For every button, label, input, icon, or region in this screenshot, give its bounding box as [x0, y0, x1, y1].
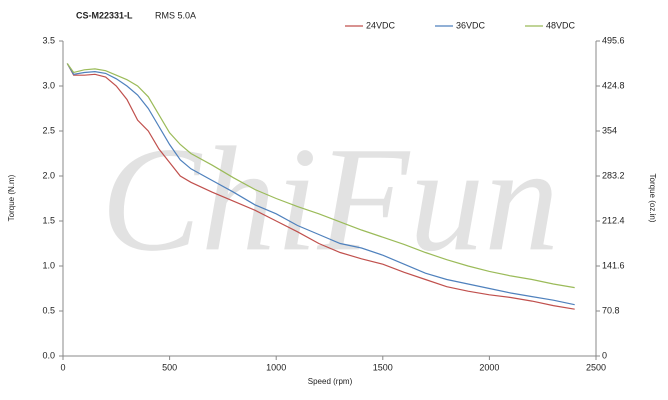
- y2-tick-label: 354: [602, 125, 617, 135]
- x-tick-label: 0: [60, 362, 65, 372]
- legend-label: 48VDC: [546, 20, 576, 30]
- y-tick-label: 3.5: [42, 35, 55, 45]
- x-tick-label: 2000: [479, 362, 499, 372]
- y-axis-title: Torque (N.m): [7, 174, 16, 221]
- y-tick-label: 2.5: [42, 125, 55, 135]
- y-tick-label: 0.0: [42, 350, 55, 360]
- y2-tick-label: 0: [602, 350, 607, 360]
- series-line: [66, 63, 575, 289]
- y2-tick-label: 495.6: [602, 35, 625, 45]
- watermark: ChiFun: [101, 116, 559, 282]
- y2-tick-label: 283.2: [602, 170, 625, 180]
- x-tick-label: 1000: [266, 362, 286, 372]
- chart-subtitle: RMS 5.0A: [155, 10, 196, 20]
- y2-tick-label: 141.6: [602, 260, 625, 270]
- x-tick-label: 2500: [586, 362, 606, 372]
- x-tick-label: 500: [162, 362, 177, 372]
- y-tick-label: 1.0: [42, 260, 55, 270]
- y-tick-label: 1.5: [42, 215, 55, 225]
- y2-tick-label: 70.8: [602, 305, 620, 315]
- y-tick-label: 0.5: [42, 305, 55, 315]
- series-line: [66, 63, 575, 306]
- x-axis-title: Speed (rpm): [308, 377, 353, 386]
- chart-title: CS-M22331-L: [76, 10, 133, 20]
- legend-label: 36VDC: [456, 20, 486, 30]
- y-tick-label: 2.0: [42, 170, 55, 180]
- legend-label: 24VDC: [366, 20, 396, 30]
- y2-tick-label: 424.8: [602, 80, 625, 90]
- series-line: [66, 63, 575, 310]
- y-tick-label: 3.0: [42, 80, 55, 90]
- y2-tick-label: 212.4: [602, 215, 625, 225]
- x-tick-label: 1500: [373, 362, 393, 372]
- y2-axis-title: Torque (oz.in): [648, 174, 657, 223]
